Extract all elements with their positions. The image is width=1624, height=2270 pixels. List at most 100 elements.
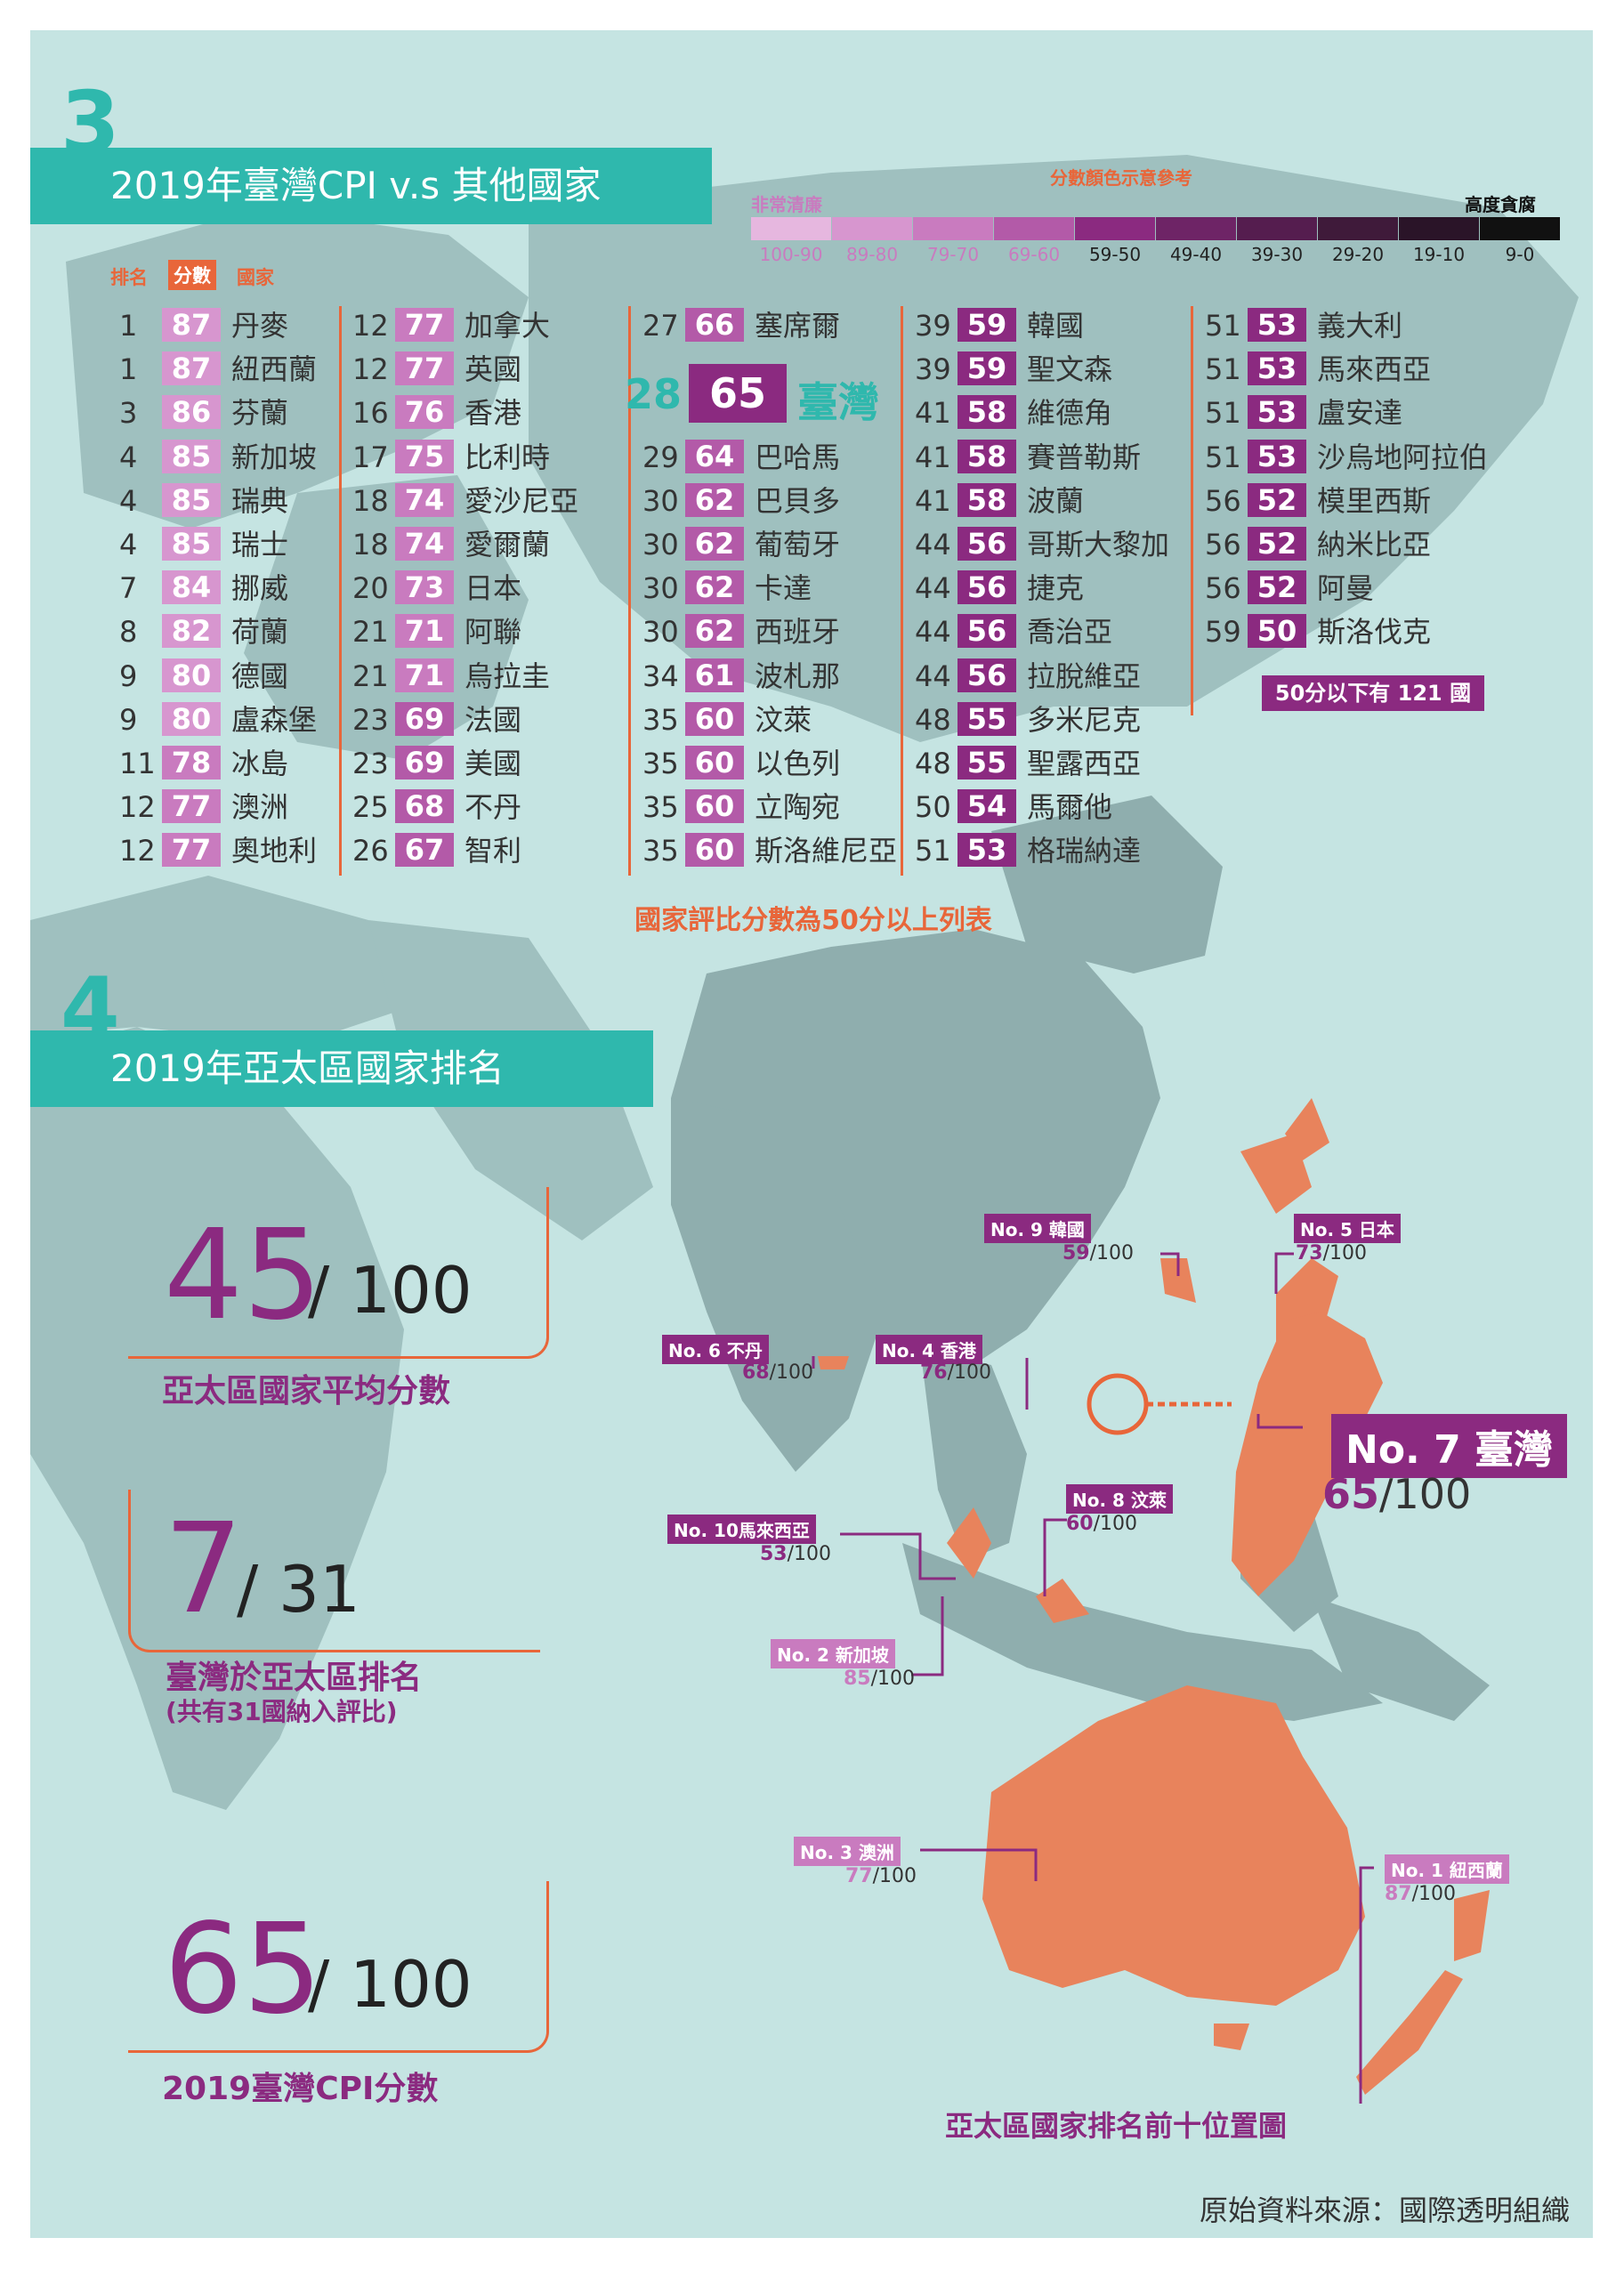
row-rank: 11 xyxy=(119,747,156,780)
legend-swatch xyxy=(751,217,831,240)
row-score: 62 xyxy=(685,482,744,517)
table-row: 12 77 澳洲 xyxy=(119,789,288,825)
table-row: 21 71 阿聯 xyxy=(352,614,521,650)
row-score: 61 xyxy=(685,658,744,692)
row-score: 59 xyxy=(957,308,1016,342)
table-row: 30 62 卡達 xyxy=(642,570,812,606)
row-rank: 29 xyxy=(642,440,679,474)
row-score: 84 xyxy=(162,570,221,605)
table-row: 30 62 葡萄牙 xyxy=(642,527,840,562)
row-country: 烏拉圭 xyxy=(465,658,551,693)
header-country: 國家 xyxy=(237,267,274,288)
table-row: 29 64 巴哈馬 xyxy=(642,439,840,475)
row-score: 52 xyxy=(1248,482,1306,517)
list-footer-note: 國家評比分數為50分以上列表 xyxy=(634,905,992,936)
table-row: 34 61 波札那 xyxy=(642,658,840,694)
row-rank: 35 xyxy=(642,747,679,780)
table-row: 44 56 哥斯大黎加 xyxy=(915,527,1169,562)
row-score: 86 xyxy=(162,395,221,430)
row-score: 50 xyxy=(1248,614,1306,649)
row-country: 多米尼克 xyxy=(1027,702,1142,737)
taiwan-rank: 28 xyxy=(625,370,683,418)
map-score-bhutan: 68/100 xyxy=(742,1361,814,1384)
row-score: 80 xyxy=(162,701,221,736)
stat-bracket xyxy=(128,1881,549,2053)
row-country: 愛沙尼亞 xyxy=(465,483,579,518)
map-score-singapore: 85/100 xyxy=(844,1668,916,1690)
row-score: 77 xyxy=(162,789,221,824)
row-country: 比利時 xyxy=(465,440,551,474)
row-country: 韓國 xyxy=(1027,309,1085,343)
table-row: 44 56 拉脫維亞 xyxy=(915,658,1141,694)
taiwan-asia-rank-note: (共有31國納入評比) xyxy=(166,1697,398,1726)
row-score: 78 xyxy=(162,746,221,780)
table-row: 23 69 美國 xyxy=(352,746,521,781)
row-country: 盧安達 xyxy=(1317,396,1403,431)
row-score: 69 xyxy=(395,701,454,736)
table-row: 48 55 聖露西亞 xyxy=(915,746,1141,781)
row-rank: 48 xyxy=(915,702,951,737)
row-rank: 35 xyxy=(642,834,679,868)
column-divider xyxy=(901,306,903,876)
table-row: 44 56 喬治亞 xyxy=(915,614,1112,650)
score-color-legend: 非常清廉 分數顏色示意參考 高度貪腐 100-90 89-80 79-70 69-60… xyxy=(751,155,1561,265)
row-country: 馬爾他 xyxy=(1027,790,1113,825)
row-rank: 12 xyxy=(119,834,156,868)
row-score: 67 xyxy=(395,833,454,868)
row-country: 汶萊 xyxy=(755,702,812,737)
row-rank: 50 xyxy=(915,790,951,825)
table-row: 27 66 塞席爾 xyxy=(642,308,840,343)
row-rank: 51 xyxy=(1205,440,1241,474)
row-rank: 39 xyxy=(915,309,951,343)
row-rank: 21 xyxy=(352,615,389,650)
data-source: 原始資料來源：國際透明組織 xyxy=(1199,2193,1570,2227)
table-row: 26 67 智利 xyxy=(352,833,521,868)
table-row: 1 87 紐西蘭 xyxy=(119,351,317,387)
map-label-australia: No. 3 澳洲 xyxy=(794,1837,901,1866)
row-country: 紐西蘭 xyxy=(231,352,318,387)
avg-score-label: 亞太區國家平均分數 xyxy=(162,1373,451,1410)
row-rank: 34 xyxy=(642,658,679,693)
taiwan-asia-rank-label: 臺灣於亞太區排名 xyxy=(166,1660,423,1696)
table-row: 30 62 巴貝多 xyxy=(642,482,840,519)
row-country: 聖露西亞 xyxy=(1027,747,1142,780)
section-4-title: 2019年亞太區國家排名 xyxy=(30,1030,653,1107)
row-rank: 23 xyxy=(352,747,389,780)
legend-swatch xyxy=(913,217,993,240)
below-50-note: 50分以下有 121 國 xyxy=(1262,675,1484,711)
table-row: 50 54 馬爾他 xyxy=(915,789,1112,825)
map-score-korea: 59/100 xyxy=(1062,1242,1135,1264)
row-country: 澳洲 xyxy=(231,790,289,825)
table-row: 3 86 芬蘭 xyxy=(119,395,288,431)
row-rank: 51 xyxy=(915,834,951,868)
table-row: 56 52 納米比亞 xyxy=(1205,527,1431,562)
row-country: 馬來西亞 xyxy=(1317,352,1432,387)
taiwan-asia-rank-value: 7 xyxy=(164,1497,244,1642)
table-row: 18 74 愛沙尼亞 xyxy=(352,482,579,519)
row-score: 62 xyxy=(685,570,744,605)
row-rank: 56 xyxy=(1205,571,1241,606)
world-map xyxy=(30,155,1579,2104)
row-rank: 18 xyxy=(352,528,389,561)
row-rank: 18 xyxy=(352,483,389,518)
table-row: 35 60 汶萊 xyxy=(642,701,812,738)
row-score: 69 xyxy=(395,746,454,780)
table-row: 35 60 以色列 xyxy=(642,746,840,781)
table-row: 8 82 荷蘭 xyxy=(119,614,288,650)
row-rank: 12 xyxy=(352,352,389,387)
legend-range-label: 39-30 xyxy=(1250,244,1304,265)
table-row: 11 78 冰島 xyxy=(119,746,288,781)
row-score: 56 xyxy=(957,527,1016,561)
table-row: 21 71 烏拉圭 xyxy=(352,658,550,694)
row-score: 58 xyxy=(957,482,1016,517)
row-country: 丹麥 xyxy=(231,309,289,343)
row-rank: 35 xyxy=(642,702,679,737)
taiwan-cpi-value: 65 xyxy=(164,1897,323,2042)
row-score: 87 xyxy=(162,308,221,342)
row-country: 格瑞納達 xyxy=(1027,834,1142,868)
map-label-malaysia: No. 10馬來西亞 xyxy=(667,1515,816,1544)
row-score: 53 xyxy=(1248,351,1306,386)
row-score: 52 xyxy=(1248,527,1306,561)
legend-range-label: 49-40 xyxy=(1169,244,1223,265)
map-label-korea: No. 9 韓國 xyxy=(984,1214,1091,1243)
